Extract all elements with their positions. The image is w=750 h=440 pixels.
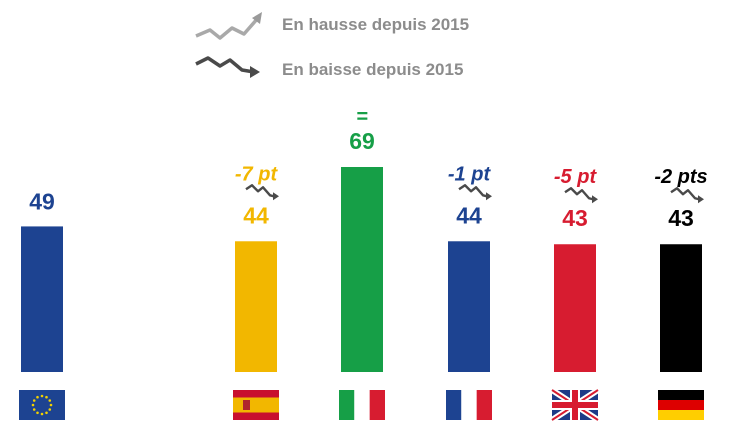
bar-4 xyxy=(554,244,596,372)
italy-flag-icon xyxy=(339,390,385,420)
eu-flag-icon xyxy=(19,390,65,420)
value-label-2: 69 xyxy=(349,128,375,154)
france-flag-icon xyxy=(446,390,492,420)
trend-down-icon xyxy=(458,184,492,201)
value-label-0: 49 xyxy=(29,188,55,214)
trend-down-icon xyxy=(195,56,260,78)
spain-flag-icon xyxy=(233,390,279,420)
flags xyxy=(19,387,704,423)
change-label-2: = xyxy=(356,106,368,128)
legend-up-label: En hausse depuis 2015 xyxy=(282,15,469,34)
bar-0 xyxy=(21,226,63,372)
change-label-3: -1 pt xyxy=(448,163,492,185)
change-label-1: -7 pt xyxy=(235,163,279,185)
value-label-3: 44 xyxy=(456,202,482,228)
legend-down-label: En baisse depuis 2015 xyxy=(282,60,463,79)
germany-flag-icon xyxy=(658,390,704,420)
trend-down-icon xyxy=(564,187,598,204)
bars: 49 44 -7 pt 69= 44 -1 pt 43 -5 pt 43 -2 pts xyxy=(21,106,708,372)
bar-5 xyxy=(660,244,702,372)
bar-1 xyxy=(235,241,277,372)
value-label-5: 43 xyxy=(668,205,694,231)
value-label-1: 44 xyxy=(243,202,269,228)
bar-2 xyxy=(341,167,383,372)
trend-down-icon xyxy=(245,184,279,201)
trend-down-icon xyxy=(670,187,704,204)
value-label-4: 43 xyxy=(562,205,588,231)
legend: En hausse depuis 2015 En baisse depuis 2… xyxy=(195,12,469,79)
trend-up-icon xyxy=(195,12,262,40)
uk-flag-icon xyxy=(550,387,600,423)
change-label-5: -2 pts xyxy=(654,166,707,188)
change-label-4: -5 pt xyxy=(554,166,598,188)
bar-3 xyxy=(448,241,490,372)
